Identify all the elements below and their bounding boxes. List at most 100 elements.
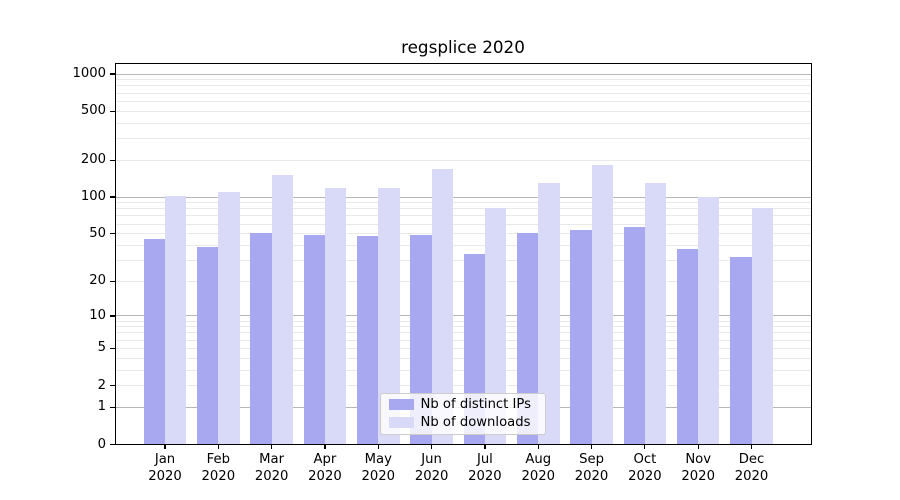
gridline-minor <box>114 92 812 94</box>
gridline-minor <box>114 100 812 102</box>
x-tick-label-feb: Feb 2020 <box>201 452 236 484</box>
gridline-minor <box>114 339 812 341</box>
x-tick-mark <box>217 444 219 449</box>
legend-item-downloads: Nb of downloads <box>381 415 545 430</box>
gridline-minor <box>114 385 812 387</box>
y-tick-label-20: 20 <box>89 273 106 289</box>
bar-downloads-dec <box>751 208 773 445</box>
gridline-minor <box>114 326 812 328</box>
x-tick-label-mar: Mar 2020 <box>254 452 289 484</box>
bar-ips-sep <box>570 229 592 445</box>
y-tick-mark <box>110 406 115 408</box>
bar-downloads-may <box>378 187 400 445</box>
y-tick-label-200: 200 <box>80 152 106 168</box>
y-tick-mark <box>110 315 115 317</box>
x-tick-label-may: May 2020 <box>361 452 396 484</box>
x-tick-label-jan: Jan 2020 <box>148 452 182 484</box>
bar-downloads-jul <box>484 208 507 445</box>
y-tick-mark <box>110 159 115 161</box>
gridline-minor <box>114 122 812 124</box>
x-tick-mark <box>431 444 433 449</box>
x-tick-label-aug: Aug 2020 <box>521 452 556 484</box>
legend: Nb of distinct IPs Nb of downloads <box>379 392 546 435</box>
bar-downloads-apr <box>324 187 347 445</box>
y-tick-label-0: 0 <box>97 436 106 452</box>
bar-downloads-aug <box>538 182 560 445</box>
x-tick-mark <box>324 444 326 449</box>
x-tick-mark <box>590 444 593 449</box>
x-tick-label-nov: Nov 2020 <box>681 452 715 484</box>
y-tick-mark <box>110 347 115 349</box>
gridline-minor <box>114 280 812 282</box>
gridline-minor <box>114 259 812 261</box>
gridline-minor <box>114 233 812 235</box>
y-tick-mark <box>110 73 115 75</box>
gridline-major <box>114 315 812 317</box>
bar-downloads-feb <box>218 192 240 445</box>
x-tick-mark <box>644 444 646 449</box>
bar-ips-oct <box>623 226 645 445</box>
gridline-minor <box>114 320 812 322</box>
bar-downloads-mar <box>271 175 293 445</box>
bar-downloads-jun <box>431 169 453 445</box>
chart-title: regsplice 2020 <box>401 37 525 57</box>
y-tick-mark <box>110 384 115 387</box>
y-tick-label-1000: 1000 <box>72 66 106 82</box>
bar-downloads-sep <box>591 165 613 445</box>
bar-ips-nov <box>676 249 699 445</box>
gridline-minor <box>114 137 812 139</box>
bar-ips-aug <box>516 232 539 445</box>
bar-ips-jan <box>143 239 165 445</box>
gridline-minor <box>114 85 812 87</box>
gridline-minor <box>114 369 812 371</box>
bar-ips-apr <box>303 234 325 445</box>
x-tick-label-sep: Sep 2020 <box>574 452 609 484</box>
gridline-minor <box>114 202 812 204</box>
gridline-minor <box>114 347 812 349</box>
y-tick-label-5: 5 <box>97 340 106 356</box>
gridline-minor <box>114 357 812 359</box>
gridline-minor <box>114 159 812 161</box>
bar-downloads-oct <box>644 183 667 445</box>
x-tick-mark <box>750 444 753 449</box>
x-tick-mark <box>537 444 539 449</box>
gridline-minor <box>114 110 812 112</box>
x-tick-mark <box>697 444 699 449</box>
gridline-minor <box>114 215 812 217</box>
gridline-major <box>114 73 812 75</box>
y-tick-mark <box>110 280 115 282</box>
bar-downloads-nov <box>698 196 720 445</box>
bar-ips-may <box>356 235 379 445</box>
x-tick-mark <box>377 444 379 449</box>
legend-swatch-ips <box>388 399 414 410</box>
y-tick-label-100: 100 <box>80 189 106 205</box>
y-tick-mark <box>110 233 115 235</box>
legend-item-distinct-ips: Nb of distinct IPs <box>381 397 545 412</box>
y-tick-label-500: 500 <box>80 103 106 119</box>
x-tick-mark <box>164 444 166 449</box>
y-tick-label-50: 50 <box>89 225 106 241</box>
bar-ips-mar <box>250 232 272 445</box>
legend-label-ips: Nb of distinct IPs <box>420 397 532 412</box>
bar-ips-feb <box>197 246 219 445</box>
bar-ips-jun <box>410 234 432 445</box>
x-tick-label-jun: Jun 2020 <box>414 452 449 484</box>
x-tick-label-dec: Dec 2020 <box>734 452 769 484</box>
y-tick-label-10: 10 <box>89 307 106 323</box>
x-tick-label-oct: Oct 2020 <box>628 452 662 484</box>
y-tick-mark <box>110 443 115 446</box>
legend-label-downloads: Nb of downloads <box>420 415 531 430</box>
gridline-minor <box>114 223 812 225</box>
gridline-minor <box>114 79 812 81</box>
y-tick-mark <box>110 196 115 198</box>
y-tick-label-1: 1 <box>97 399 106 415</box>
y-tick-mark <box>110 110 115 112</box>
x-tick-label-jul: Jul 2020 <box>468 452 502 484</box>
legend-swatch-downloads <box>388 417 414 428</box>
gridline-major <box>114 196 812 198</box>
x-tick-mark <box>271 444 273 449</box>
gridline-minor <box>114 332 812 334</box>
gridline-minor <box>114 208 812 210</box>
bar-downloads-jan <box>165 195 187 445</box>
